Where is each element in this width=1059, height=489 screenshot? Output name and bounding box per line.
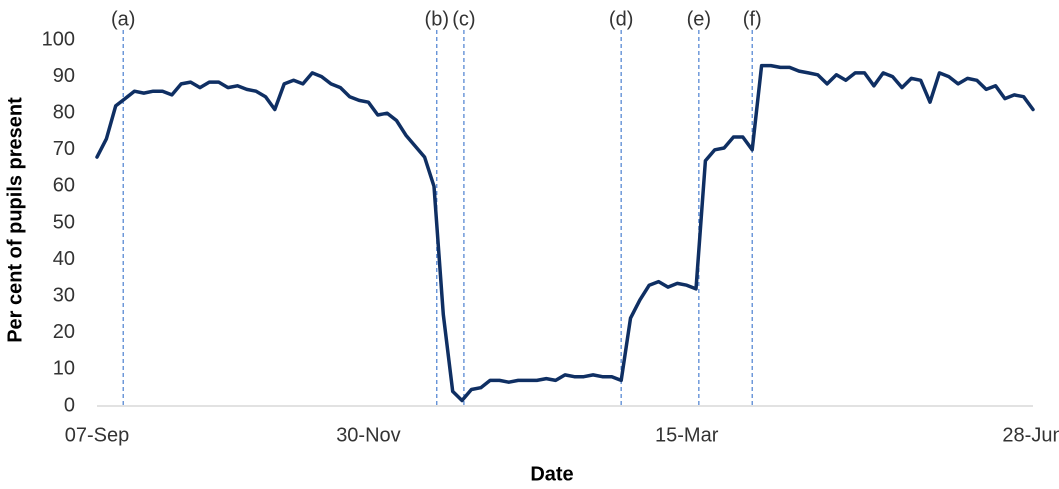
x-tick-label: 30-Nov <box>336 424 400 446</box>
annotation-label: (c) <box>452 8 475 30</box>
x-axis-title: Date <box>530 463 573 485</box>
y-tick-label: 60 <box>53 175 75 197</box>
x-tick-label: 28-Jun <box>1002 424 1059 446</box>
y-tick-label: 20 <box>53 321 75 343</box>
annotation-label: (e) <box>687 8 711 30</box>
y-tick-label: 70 <box>53 138 75 160</box>
y-tick-label: 100 <box>42 28 75 50</box>
y-tick-label: 30 <box>53 284 75 306</box>
y-tick-label: 50 <box>53 211 75 233</box>
annotation-label: (a) <box>111 8 135 30</box>
y-tick-label: 80 <box>53 101 75 123</box>
y-tick-label: 90 <box>53 65 75 87</box>
annotation-label: (f) <box>743 8 762 30</box>
y-tick-label: 40 <box>53 248 75 270</box>
y-tick-label: 10 <box>53 358 75 380</box>
y-tick-label: 0 <box>64 394 75 416</box>
x-tick-label: 15-Mar <box>655 424 719 446</box>
x-tick-label: 07-Sep <box>65 424 130 446</box>
annotation-label: (b) <box>425 8 449 30</box>
annotation-label: (d) <box>609 8 633 30</box>
data-line <box>95 63 1035 403</box>
y-axis-title: Per cent of pupils present <box>4 97 26 343</box>
